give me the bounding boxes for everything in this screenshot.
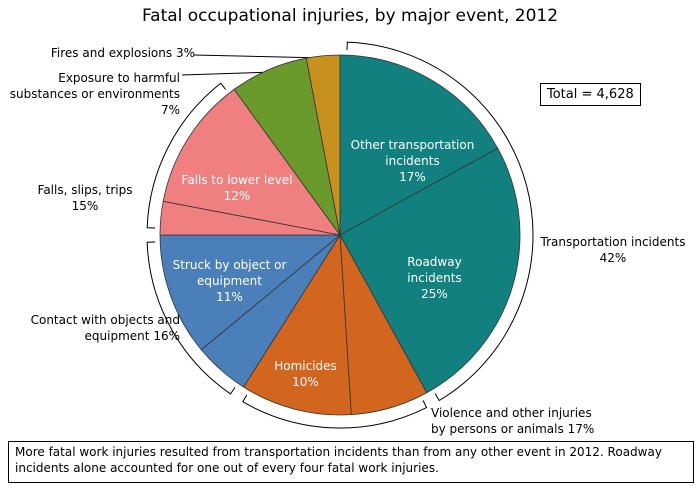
- slice-name: Other transportation incidents: [350, 138, 475, 168]
- group-value: 15%: [71, 199, 99, 213]
- slice-name: Homicides: [274, 359, 337, 373]
- slice-label: Other transportation incidents 17%: [345, 137, 480, 185]
- chart-title: Fatal occupational injuries, by major ev…: [141, 6, 559, 26]
- footnote: More fatal work injuries resulted from t…: [8, 441, 694, 483]
- leader-line: [181, 71, 276, 76]
- group-value: 42%: [599, 251, 627, 265]
- pie-slice: [305, 54, 341, 236]
- group-value: 7%: [160, 103, 180, 117]
- group-name: Transportation incidents: [540, 235, 686, 249]
- slice-value: 10%: [292, 375, 319, 389]
- group-bracket: [346, 41, 534, 402]
- group-label: Exposure to harmful substances or enviro…: [5, 70, 180, 118]
- slice-label: Falls to lower level 12%: [172, 172, 302, 204]
- slice-value: 25%: [421, 287, 448, 301]
- leader-line: [193, 54, 326, 59]
- group-label: Transportation incidents 42%: [528, 234, 698, 266]
- slice-name: Roadway incidents: [407, 255, 462, 285]
- group-label: Contact with objects and equipment 16%: [20, 312, 180, 344]
- group-name: Falls, slips, trips: [37, 183, 133, 197]
- pie-slice: [339, 54, 499, 236]
- group-value: 3%: [175, 46, 195, 60]
- group-label: Falls, slips, trips 15%: [10, 182, 160, 214]
- pie-slice: [242, 233, 352, 416]
- group-bracket: [146, 241, 236, 395]
- slice-value: 11%: [216, 290, 243, 304]
- group-bracket: [242, 394, 428, 429]
- group-name: Contact with objects and equipment: [30, 313, 180, 343]
- pie-slice: [159, 234, 342, 351]
- slice-value: 17%: [399, 170, 426, 184]
- group-name: Exposure to harmful substances or enviro…: [9, 71, 180, 101]
- group-bracket: [146, 82, 227, 229]
- slice-name: Falls to lower level: [181, 173, 293, 187]
- group-name: Fires and explosions: [50, 46, 173, 60]
- pie-slice: [339, 147, 521, 394]
- slice-name: Struck by object or equipment: [172, 258, 287, 288]
- group-value: 16%: [153, 329, 180, 343]
- slice-label: Homicides 10%: [268, 358, 343, 390]
- group-value: 17%: [567, 422, 595, 436]
- slice-label: Roadway incidents 25%: [382, 254, 487, 302]
- total-box: Total = 4,628: [540, 83, 641, 106]
- group-label: Violence and other injuries by persons o…: [431, 405, 601, 437]
- pie-slice: [162, 88, 341, 236]
- group-name: Violence and other injuries by persons o…: [431, 406, 592, 436]
- group-label: Fires and explosions 3%: [30, 45, 195, 61]
- slice-label: Struck by object or equipment 11%: [172, 257, 287, 305]
- slice-value: 12%: [223, 189, 251, 203]
